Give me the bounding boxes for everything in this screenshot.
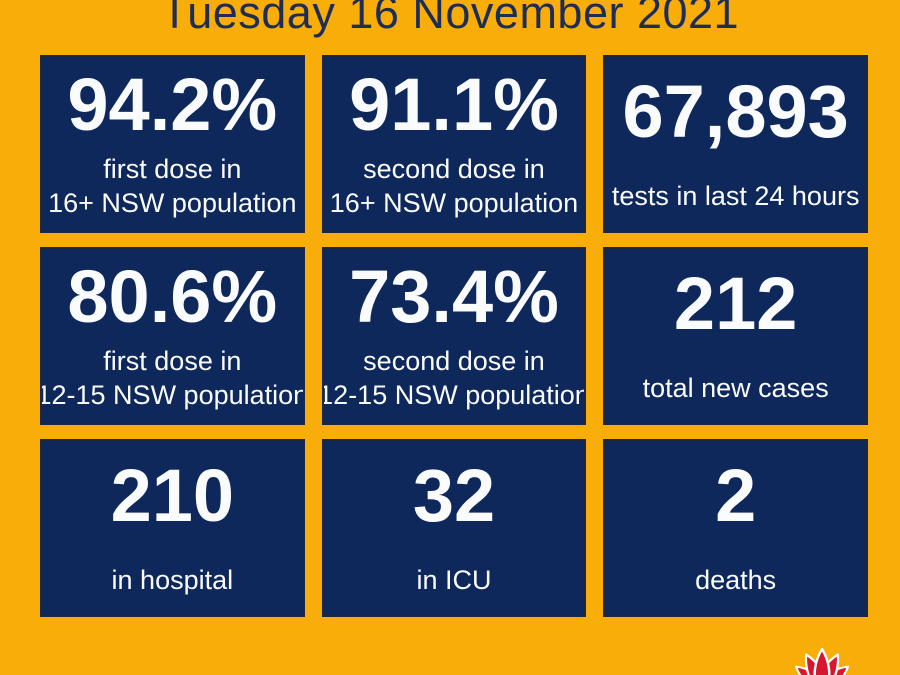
stat-label: second dose in 12-15 NSW population [321, 344, 587, 412]
stat-tile-second-dose-12-15: 73.4% second dose in 12-15 NSW populatio… [321, 247, 587, 425]
stat-label: first dose in 12-15 NSW population [40, 344, 305, 412]
stat-value: 212 [673, 262, 798, 345]
stat-label: tests in last 24 hours [612, 179, 860, 213]
stat-tile-tests: 67,893 tests in last 24 hours [603, 55, 868, 233]
stat-label-line: total new cases [642, 373, 829, 403]
stat-tile-first-dose-12-15: 80.6% first dose in 12-15 NSW population [40, 247, 305, 425]
stat-label-line: 12-15 NSW population [321, 380, 587, 410]
stat-label-line: deaths [695, 565, 777, 595]
stat-label-line: 16+ NSW population [48, 188, 297, 218]
stat-label: in hospital [112, 563, 234, 597]
stat-label: in ICU [416, 563, 491, 597]
stat-label-line: 12-15 NSW population [40, 380, 305, 410]
stat-tile-new-cases: 212 total new cases [603, 247, 868, 425]
stat-label: deaths [695, 563, 776, 597]
stat-label-line: 16+ NSW population [329, 188, 579, 218]
stats-grid: 94.2% first dose in 16+ NSW population 9… [40, 55, 868, 617]
stat-label: total new cases [643, 371, 829, 405]
stat-value: 80.6% [67, 255, 278, 338]
stat-label: second dose in 16+ NSW population [330, 152, 578, 220]
stat-value: 32 [412, 454, 496, 537]
stat-label-line: second dose in [363, 346, 545, 376]
stat-value: 73.4% [349, 255, 559, 338]
stat-label-line: in ICU [416, 565, 492, 595]
stat-label-line: first dose in [103, 346, 242, 376]
stat-label-line: in hospital [111, 565, 234, 595]
stat-tile-icu: 32 in ICU [321, 439, 587, 617]
stat-tile-hospital: 210 in hospital [40, 439, 305, 617]
page-title: Tuesday 16 November 2021 [160, 0, 740, 38]
stat-tile-deaths: 2 deaths [603, 439, 868, 617]
nsw-waratah-flower-icon [794, 647, 850, 675]
stat-value: 67,893 [622, 70, 849, 153]
stat-label-line: second dose in [363, 154, 545, 184]
stat-tile-first-dose-16plus: 94.2% first dose in 16+ NSW population [40, 55, 305, 233]
stat-value: 91.1% [349, 63, 559, 146]
stat-value: 94.2% [67, 63, 278, 146]
stat-tile-second-dose-16plus: 91.1% second dose in 16+ NSW population [321, 55, 587, 233]
stat-label-line: first dose in [103, 154, 242, 184]
stat-label: first dose in 16+ NSW population [48, 152, 296, 220]
stat-value: 210 [110, 454, 235, 537]
stat-label-line: tests in last 24 hours [611, 181, 860, 211]
stat-value: 2 [715, 454, 757, 537]
